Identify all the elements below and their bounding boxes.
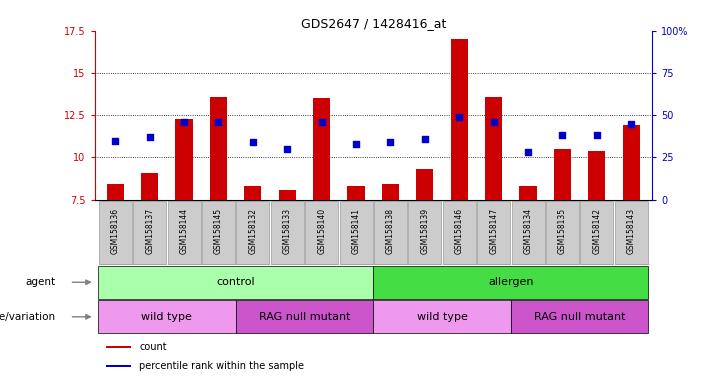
FancyBboxPatch shape xyxy=(615,201,648,264)
Point xyxy=(316,119,327,125)
Bar xyxy=(175,119,193,200)
FancyBboxPatch shape xyxy=(374,266,648,299)
FancyBboxPatch shape xyxy=(236,300,374,333)
Bar xyxy=(106,365,131,367)
Text: GSM158134: GSM158134 xyxy=(524,207,533,254)
Text: wild type: wild type xyxy=(142,312,192,322)
Bar xyxy=(141,173,158,200)
Point xyxy=(282,146,293,152)
Text: GSM158147: GSM158147 xyxy=(489,207,498,254)
Bar xyxy=(210,97,227,200)
Text: count: count xyxy=(139,342,167,352)
Text: GSM158140: GSM158140 xyxy=(317,207,326,254)
Bar xyxy=(279,190,296,200)
FancyBboxPatch shape xyxy=(409,201,442,264)
Text: RAG null mutant: RAG null mutant xyxy=(259,312,350,322)
FancyBboxPatch shape xyxy=(305,201,338,264)
Point xyxy=(385,139,396,145)
Bar xyxy=(244,186,261,200)
FancyBboxPatch shape xyxy=(98,266,374,299)
Bar xyxy=(416,169,433,200)
Point xyxy=(419,136,430,142)
Point xyxy=(454,114,465,120)
Point xyxy=(109,137,121,144)
Text: GSM158135: GSM158135 xyxy=(558,207,567,254)
Point xyxy=(350,141,362,147)
FancyBboxPatch shape xyxy=(339,201,373,264)
Text: GSM158143: GSM158143 xyxy=(627,207,636,254)
Bar xyxy=(554,149,571,200)
FancyBboxPatch shape xyxy=(202,201,235,264)
Text: genotype/variation: genotype/variation xyxy=(0,312,55,322)
FancyBboxPatch shape xyxy=(443,201,476,264)
Bar xyxy=(348,186,365,200)
Text: GSM158146: GSM158146 xyxy=(455,207,464,254)
Title: GDS2647 / 1428416_at: GDS2647 / 1428416_at xyxy=(301,17,446,30)
Text: GSM158132: GSM158132 xyxy=(248,207,257,253)
Bar xyxy=(107,184,124,200)
Text: GSM158133: GSM158133 xyxy=(283,207,292,254)
Point xyxy=(144,134,156,140)
Point xyxy=(179,119,190,125)
Text: GSM158139: GSM158139 xyxy=(421,207,430,254)
FancyBboxPatch shape xyxy=(477,201,510,264)
Point xyxy=(557,132,568,139)
FancyBboxPatch shape xyxy=(271,201,304,264)
FancyBboxPatch shape xyxy=(546,201,579,264)
Text: GSM158141: GSM158141 xyxy=(352,207,360,253)
FancyBboxPatch shape xyxy=(98,300,236,333)
FancyBboxPatch shape xyxy=(133,201,166,264)
Point xyxy=(591,132,602,139)
FancyBboxPatch shape xyxy=(236,201,269,264)
FancyBboxPatch shape xyxy=(168,201,200,264)
Bar xyxy=(382,184,399,200)
Bar xyxy=(519,186,537,200)
Text: GSM158136: GSM158136 xyxy=(111,207,120,254)
Text: GSM158142: GSM158142 xyxy=(592,207,601,253)
Text: GSM158138: GSM158138 xyxy=(386,207,395,253)
Bar xyxy=(588,151,606,200)
Bar xyxy=(622,125,640,200)
Point xyxy=(626,121,637,127)
Text: RAG null mutant: RAG null mutant xyxy=(534,312,625,322)
Bar xyxy=(313,98,330,200)
Point xyxy=(522,149,533,156)
Text: GSM158137: GSM158137 xyxy=(145,207,154,254)
FancyBboxPatch shape xyxy=(512,201,545,264)
FancyBboxPatch shape xyxy=(374,300,511,333)
Text: GSM158144: GSM158144 xyxy=(179,207,189,254)
Text: control: control xyxy=(217,277,255,287)
Text: wild type: wild type xyxy=(416,312,468,322)
Text: agent: agent xyxy=(25,277,55,287)
Text: GSM158145: GSM158145 xyxy=(214,207,223,254)
Bar xyxy=(451,39,468,200)
Text: allergen: allergen xyxy=(488,277,533,287)
FancyBboxPatch shape xyxy=(511,300,648,333)
Point xyxy=(488,119,499,125)
Bar xyxy=(485,97,503,200)
Bar xyxy=(106,346,131,348)
Text: percentile rank within the sample: percentile rank within the sample xyxy=(139,361,304,371)
FancyBboxPatch shape xyxy=(580,201,613,264)
Point xyxy=(213,119,224,125)
Point xyxy=(247,139,259,145)
FancyBboxPatch shape xyxy=(99,201,132,264)
FancyBboxPatch shape xyxy=(374,201,407,264)
